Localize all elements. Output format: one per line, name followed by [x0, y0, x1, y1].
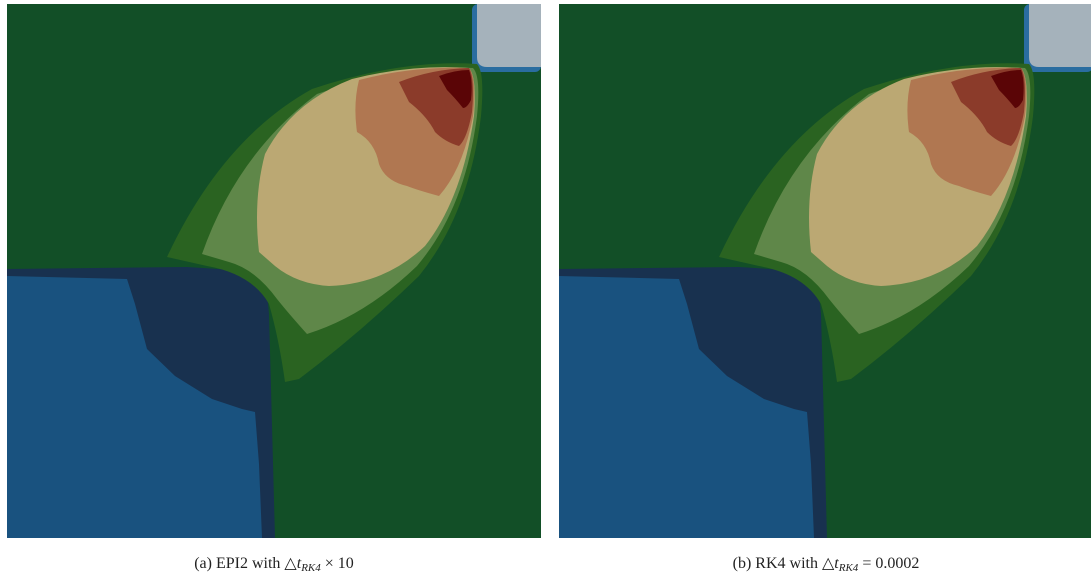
caption-t: t [834, 555, 839, 572]
caption-subscript: RK4 [301, 562, 321, 574]
caption-label: (b) [732, 555, 752, 572]
delta-symbol: △ [284, 555, 297, 572]
panel-b-plot [559, 4, 1091, 538]
caption-suffix: × 10 [324, 555, 354, 572]
caption-method: RK4 [755, 555, 786, 572]
caption-subscript: RK4 [838, 562, 859, 574]
caption-connector: with [789, 555, 818, 572]
panel-a-caption: (a) EPI2 with △tRK4 × 10 [7, 553, 541, 574]
caption-method: EPI2 [215, 555, 248, 572]
panel-a-plot [7, 4, 541, 538]
caption-connector: with [251, 555, 281, 572]
contour-field-image [559, 4, 1091, 538]
caption-label: (a) [194, 555, 212, 572]
caption-suffix: = 0.0002 [862, 555, 920, 572]
caption-t: t [296, 555, 302, 572]
contour-field-image [7, 4, 541, 538]
delta-symbol: △ [821, 555, 835, 572]
panel-b-caption: (b) RK4 with △tRK4 = 0.0002 [559, 553, 1091, 574]
